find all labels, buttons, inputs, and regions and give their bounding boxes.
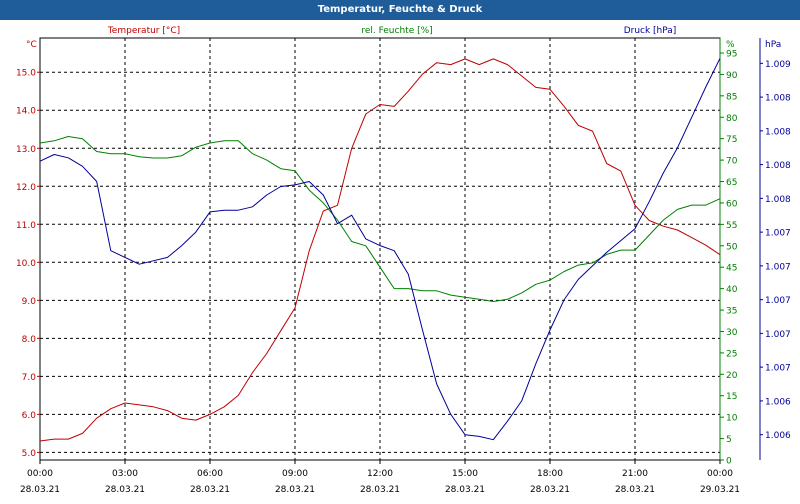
humidity-tick-label: 5 [726, 435, 732, 445]
humidity-tick-label: 65 [726, 178, 737, 188]
x-tick-date: 29.03.21 [700, 485, 740, 495]
pressure-tick-label: 1.008 [765, 127, 791, 137]
humidity-tick-label: 55 [726, 221, 737, 231]
humidity-tick-label: 20 [726, 371, 738, 381]
x-tick-date: 28.03.21 [530, 485, 570, 495]
x-tick-time: 06:00 [197, 469, 223, 479]
humidity-tick-label: 45 [726, 264, 737, 274]
temperature-axis-unit: °C [26, 40, 37, 50]
x-tick-date: 28.03.21 [360, 485, 400, 495]
humidity-tick-label: 40 [726, 285, 738, 295]
x-tick-date: 28.03.21 [445, 485, 485, 495]
humidity-tick-label: 75 [726, 135, 737, 145]
pressure-tick-label: 1.006 [765, 431, 791, 441]
humidity-tick-label: 90 [726, 71, 738, 81]
pressure-tick-label: 1.007 [765, 330, 791, 340]
pressure-axis-unit: hPa [765, 40, 781, 50]
pressure-tick-label: 1.008 [765, 161, 791, 171]
x-tick-time: 18:00 [537, 469, 563, 479]
humidity-line [39, 136, 721, 302]
pressure-tick-label: 1.008 [765, 195, 791, 205]
x-tick-date: 28.03.21 [615, 485, 655, 495]
pressure-tick-label: 1.009 [765, 60, 791, 70]
x-tick-date: 28.03.21 [20, 485, 60, 495]
window-title: Temperatur, Feuchte & Druck [0, 0, 800, 20]
x-tick-time: 03:00 [112, 469, 138, 479]
x-tick-time: 21:00 [622, 469, 648, 479]
x-tick-time: 00:00 [707, 469, 733, 479]
temperature-tick-label: 15.0 [16, 69, 36, 79]
x-tick-time: 12:00 [367, 469, 393, 479]
humidity-tick-label: 30 [726, 328, 738, 338]
temperature-tick-label: 11.0 [16, 221, 36, 231]
humidity-tick-label: 35 [726, 307, 737, 317]
temperature-tick-label: 14.0 [16, 107, 36, 117]
temperature-tick-label: 8.0 [22, 335, 37, 345]
pressure-line [39, 58, 721, 441]
humidity-tick-label: 60 [726, 199, 738, 209]
legend-temperatur: Temperatur [°C] [107, 26, 180, 36]
temperature-tick-label: 12.0 [16, 183, 36, 193]
x-tick-time: 15:00 [452, 469, 478, 479]
humidity-tick-label: 80 [726, 114, 738, 124]
pressure-tick-label: 1.007 [765, 364, 791, 374]
legend-rel-feuchte: rel. Feuchte [%] [361, 26, 432, 36]
pressure-tick-label: 1.007 [765, 229, 791, 239]
humidity-tick-label: 50 [726, 242, 738, 252]
pressure-tick-label: 1.006 [765, 397, 791, 407]
chart: 5.0 6.0 7.0 8.0 9.0 10.0 11.0 12.0 13.0 14.0 15.0 °… [16, 26, 791, 495]
temperature-tick-label: 13.0 [16, 145, 36, 155]
humidity-axis-unit: % [726, 40, 735, 50]
temperature-tick-label: 5.0 [22, 449, 37, 459]
chart-frame: 5.0 6.0 7.0 8.0 9.0 10.0 11.0 12.0 13.0 14.0 15.0 °… [0, 20, 800, 500]
pressure-tick-label: 1.008 [765, 94, 791, 104]
temperature-tick-label: 10.0 [16, 259, 36, 269]
temperature-tick-label: 6.0 [22, 411, 37, 421]
temperature-tick-label: 7.0 [22, 373, 37, 383]
humidity-tick-label: 95 [726, 49, 737, 59]
pressure-tick-label: 1.007 [765, 262, 791, 272]
legend-druck: Druck [hPa] [624, 26, 677, 36]
x-tick-date: 28.03.21 [190, 485, 230, 495]
pressure-tick-label: 1.007 [765, 296, 791, 306]
x-tick-date: 28.03.21 [275, 485, 315, 495]
temperature-line [39, 58, 721, 442]
humidity-tick-label: 25 [726, 349, 737, 359]
x-tick-date: 28.03.21 [105, 485, 145, 495]
humidity-tick-label: 85 [726, 92, 737, 102]
x-tick-time: 09:00 [282, 469, 308, 479]
x-tick-time: 00:00 [27, 469, 53, 479]
humidity-tick-label: 10 [726, 414, 738, 424]
humidity-tick-label: 0 [726, 457, 732, 467]
humidity-tick-label: 70 [726, 157, 738, 167]
temperature-tick-label: 9.0 [22, 297, 37, 307]
humidity-tick-label: 15 [726, 392, 737, 402]
